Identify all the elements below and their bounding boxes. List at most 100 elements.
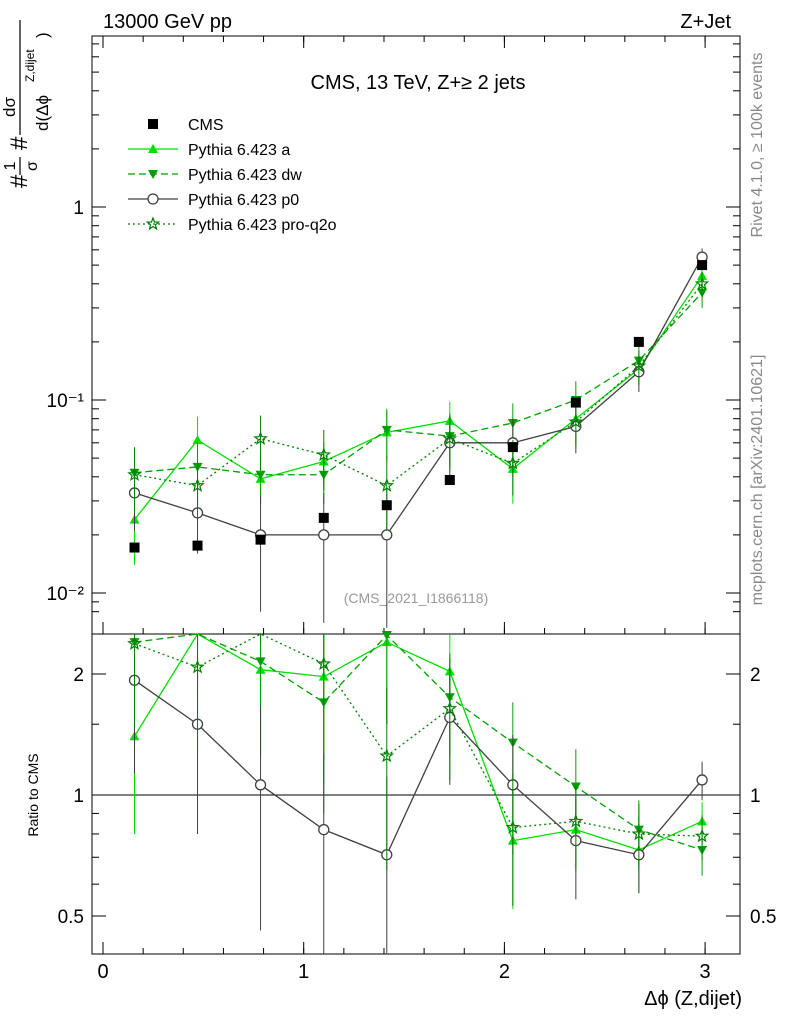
ratio-point [318, 823, 330, 836]
y-label-hash-2: # [6, 136, 33, 150]
ratio-point [255, 657, 266, 667]
y-label-sigma: σ [24, 161, 41, 171]
main-y-tick-label: 10⁻¹ [47, 391, 85, 412]
main-point [631, 358, 647, 373]
x-tick-label: 1 [298, 961, 309, 983]
cms-data-point [192, 540, 203, 551]
main-series-line [134, 283, 703, 487]
main-point [255, 470, 266, 480]
main-series-line [134, 275, 703, 521]
legend-label: Pythia 6.423 a [188, 142, 290, 159]
cms-data-point [381, 500, 392, 511]
legend-marker [148, 144, 158, 153]
main-panel-marks [127, 248, 710, 628]
header-left: 13000 GeV pp [103, 11, 232, 33]
main-point [568, 414, 584, 429]
x-axis-label: Δϕ (Z,dijet) [644, 988, 742, 1010]
ratio-series-1 [129, 631, 708, 876]
ratio-y-tick-label-right: 0.5 [750, 907, 776, 928]
ratio-point [442, 700, 458, 715]
ratio-y-tick-label-left: 0.5 [58, 907, 84, 928]
legend-label: Pythia 6.423 pro-q2o [188, 217, 337, 234]
main-point [316, 447, 332, 462]
legend-marker [148, 119, 158, 129]
main-point [442, 430, 458, 446]
y-label-sup: Z,dijet [23, 49, 37, 82]
y-label-one: 1 [2, 161, 19, 170]
legend-marker [148, 170, 158, 179]
legend-label: Pythia 6.423 dw [188, 167, 302, 184]
ratio-point [254, 779, 267, 791]
ratio-point [631, 826, 647, 841]
legend-marker [147, 193, 159, 205]
ratio-panel-frame [91, 633, 741, 955]
y-label-dphi: d(Δϕ [33, 95, 52, 131]
cms-data-point [633, 336, 644, 347]
ratio-y-tick-label-right: 2 [750, 665, 761, 686]
legend-entry-2: Pythia 6.423 dw [128, 167, 302, 184]
ratio-series-line [133, 633, 703, 851]
y-label-hash-1: # [6, 174, 33, 188]
ratio-series-line [134, 633, 703, 837]
axis-ticks: 0 1 2 3 1 10⁻¹ 10⁻² 2 2 1 1 0.5 0.5 [47, 36, 776, 983]
chart-watermark: (CMS_2021_I1866118) [344, 590, 489, 606]
main-point [694, 276, 710, 291]
ratio-point [127, 635, 142, 650]
header-right: Z+Jet [680, 11, 731, 33]
main-point [253, 430, 268, 446]
x-tick-label: 3 [700, 961, 711, 983]
legend-entry-1: Pythia 6.423 a [128, 142, 290, 159]
ratio-point [379, 748, 395, 763]
main-series-2 [128, 248, 708, 628]
ratio-point [316, 656, 332, 671]
mcplots-label: mcplots.cern.ch [arXiv:2401.10621] [749, 355, 766, 606]
cms-data-point [444, 475, 455, 486]
main-point [505, 455, 521, 470]
main-series-line [134, 256, 703, 536]
main-point [127, 466, 142, 481]
ratio-point [696, 774, 708, 786]
ratio-y-tick-label-right: 1 [750, 786, 761, 807]
main-point [379, 477, 395, 492]
main-point [381, 529, 393, 541]
cms-data-point [570, 397, 581, 408]
x-tick-label: 0 [97, 961, 108, 983]
main-point [381, 425, 392, 435]
main-y-tick-label: 1 [73, 198, 84, 219]
legend-label: CMS [188, 117, 224, 134]
main-point [318, 529, 330, 541]
legend-entry-0: CMS [148, 117, 224, 134]
ratio-point [381, 631, 392, 641]
main-point [190, 477, 205, 492]
ratio-series-line [134, 633, 703, 851]
cms-data-point [318, 512, 329, 523]
ratio-point [190, 659, 205, 674]
y-label-dsigma: dσ [0, 97, 19, 117]
main-y-tick-label: 10⁻² [47, 584, 85, 605]
ratio-series-2 [128, 634, 708, 954]
ratio-series-3 [127, 633, 710, 906]
main-data-cms [129, 260, 708, 553]
rivet-label: Rivet 4.1.0, ≥ 100k events [749, 53, 766, 238]
legend-label: Pythia 6.423 p0 [188, 192, 299, 209]
main-y-axis-label: # 1 σ # dσ d(Δϕ Z,dijet ) [0, 20, 52, 188]
legend-marker [145, 216, 161, 231]
ratio-y-tick-label-left: 1 [73, 786, 84, 807]
cms-data-point [507, 442, 518, 453]
ratio-y-axis-label: Ratio to CMS [25, 753, 41, 836]
main-series-1 [129, 279, 708, 510]
ratio-series-0 [129, 633, 708, 910]
legend-entry-4: Pythia 6.423 pro-q2o [128, 216, 337, 234]
ratio-point [694, 828, 710, 843]
x-tick-label: 2 [499, 961, 510, 983]
main-series-3 [127, 272, 710, 531]
main-series-line [134, 292, 703, 476]
ratio-point [505, 819, 521, 834]
ratio-y-tick-label-left: 2 [73, 665, 84, 686]
cms-data-point [255, 534, 266, 545]
ratio-point [568, 813, 584, 828]
main-point [192, 435, 203, 445]
legend: CMS Pythia 6.423 a Pythia 6.423 dw Pythia 6… [128, 117, 337, 234]
